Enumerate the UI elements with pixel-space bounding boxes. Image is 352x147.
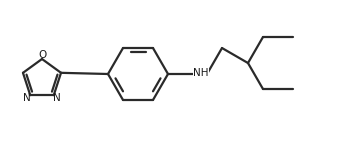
Text: O: O bbox=[38, 50, 46, 60]
Text: NH: NH bbox=[193, 68, 209, 78]
Text: N: N bbox=[53, 93, 61, 103]
Text: N: N bbox=[23, 93, 31, 103]
